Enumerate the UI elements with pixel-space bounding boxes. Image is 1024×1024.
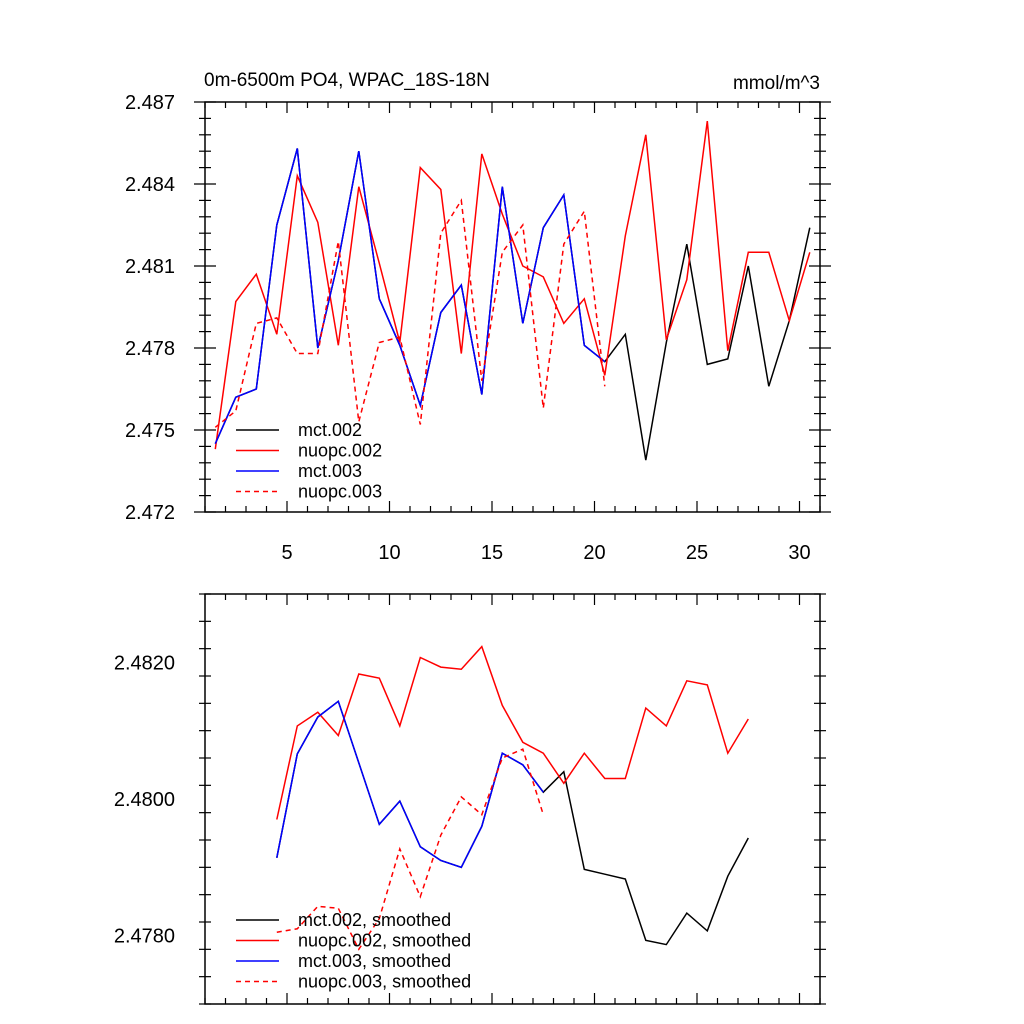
bottom-y-tick-label: 2.4820 bbox=[114, 652, 175, 674]
bottom-legend-label: nuopc.003, smoothed bbox=[298, 972, 471, 992]
top-x-tick-labels: 5 10 15 20 25 30 bbox=[281, 542, 810, 564]
bottom-y-tick-labels: 2.4780 2.4800 2.4820 bbox=[114, 652, 175, 947]
bottom-series-line bbox=[276, 700, 544, 869]
bottom-ticks bbox=[199, 593, 826, 1005]
bottom-legend-label: mct.002, smoothed bbox=[298, 910, 451, 930]
top-ticks bbox=[194, 101, 831, 513]
bottom-legend-label: mct.003, smoothed bbox=[298, 951, 451, 971]
top-x-tick-label: 25 bbox=[686, 542, 708, 564]
top-legend-label: mct.002 bbox=[298, 420, 362, 440]
bottom-legend-label: nuopc.002, smoothed bbox=[298, 931, 471, 951]
top-y-tick-label: 2.484 bbox=[125, 174, 175, 196]
top-legend-label: nuopc.003 bbox=[298, 482, 382, 502]
bottom-series-lines bbox=[276, 645, 749, 951]
top-x-tick-label: 30 bbox=[788, 542, 810, 564]
top-y-tick-label: 2.472 bbox=[125, 502, 175, 524]
top-series-line bbox=[214, 121, 811, 450]
top-series-line bbox=[214, 148, 606, 445]
top-x-tick-label: 20 bbox=[583, 542, 605, 564]
top-x-tick-label: 15 bbox=[481, 542, 503, 564]
top-legend-label: mct.003 bbox=[298, 461, 362, 481]
top-chart-title: 0m-6500m PO4, WPAC_18S-18N bbox=[204, 70, 490, 91]
top-y-tick-label: 2.475 bbox=[125, 420, 175, 442]
top-y-tick-label: 2.487 bbox=[125, 92, 175, 114]
top-chart-units: mmol/m^3 bbox=[733, 73, 820, 94]
top-y-tick-label: 2.478 bbox=[125, 338, 175, 360]
top-panel: 0m-6500m PO4, WPAC_18S-18N mmol/m^3 5 10 1… bbox=[125, 70, 831, 564]
bottom-y-tick-label: 2.4780 bbox=[114, 926, 175, 948]
bottom-series-line bbox=[276, 645, 749, 820]
top-series-lines bbox=[214, 121, 811, 461]
bottom-series-line bbox=[276, 700, 749, 946]
top-x-tick-label: 5 bbox=[281, 542, 292, 564]
top-series-line bbox=[214, 148, 811, 461]
top-y-tick-label: 2.481 bbox=[125, 256, 175, 278]
bottom-y-tick-label: 2.4800 bbox=[114, 789, 175, 811]
top-legend-label: nuopc.002 bbox=[298, 441, 382, 461]
bottom-series-line bbox=[276, 748, 545, 951]
top-y-tick-labels: 2.472 2.475 2.478 2.481 2.484 2.487 bbox=[125, 92, 175, 524]
top-series-line bbox=[214, 198, 606, 428]
top-x-tick-label: 10 bbox=[378, 542, 400, 564]
